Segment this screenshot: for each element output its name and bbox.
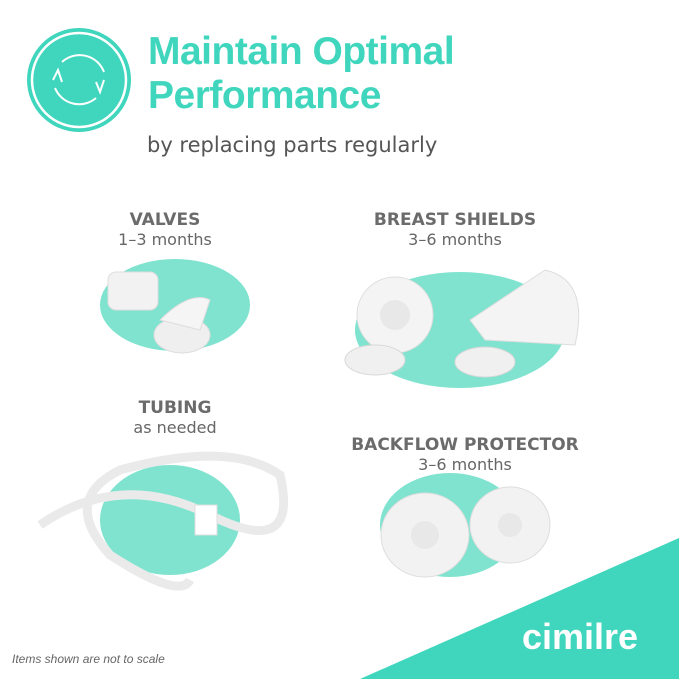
- brand-triangle: [360, 538, 679, 679]
- backflow-protector-image: [380, 473, 551, 578]
- part-name: VALVES: [129, 210, 201, 230]
- title-line-2: Performance: [148, 74, 381, 117]
- part-interval: 1–3 months: [118, 230, 212, 249]
- scale-note: Items shown are not to scale: [12, 652, 165, 666]
- part-backflow-protector: BACKFLOW PROTECTOR 3–6 months: [330, 435, 600, 474]
- part-name: BREAST SHIELDS: [373, 210, 537, 230]
- title-line-1: Maintain Optimal: [148, 30, 455, 73]
- subtitle: by replacing parts regularly: [147, 133, 438, 157]
- part-interval: 3–6 months: [408, 230, 502, 249]
- refresh-cycle-icon: [27, 28, 131, 132]
- brand-logo: cimilre: [522, 616, 639, 657]
- part-interval: 3–6 months: [418, 455, 512, 474]
- part-interval: as needed: [133, 418, 217, 437]
- page-title: Maintain Optimal Performance: [148, 30, 455, 118]
- part-valves: VALVES 1–3 months: [80, 210, 250, 249]
- breast-shields-image: [344, 269, 580, 388]
- part-name: TUBING: [138, 398, 212, 418]
- part-name: BACKFLOW PROTECTOR: [351, 435, 579, 455]
- part-tubing: TUBING as needed: [90, 398, 260, 437]
- part-breast-shields: BREAST SHIELDS 3–6 months: [350, 210, 560, 249]
- valves-image: [100, 259, 250, 354]
- tubing-image: [37, 451, 289, 591]
